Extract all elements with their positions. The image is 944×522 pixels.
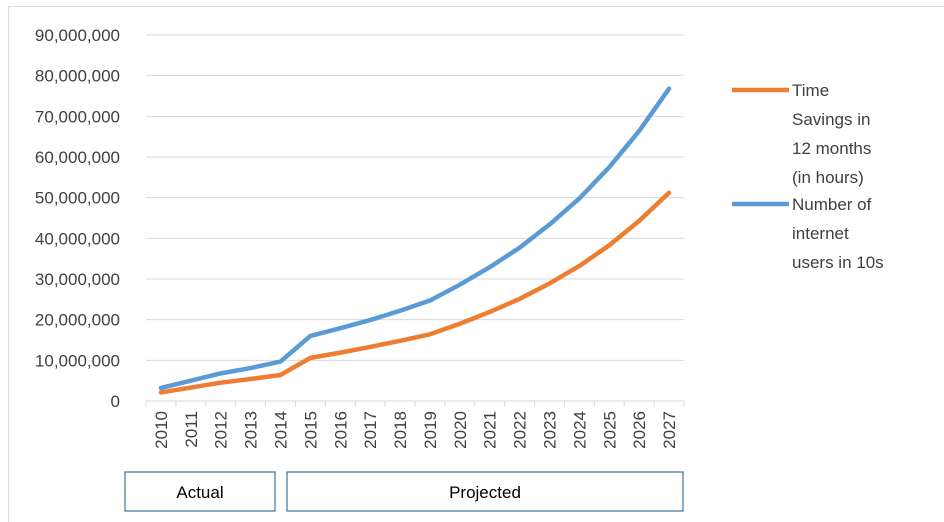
legend-label: 12 months bbox=[792, 139, 871, 158]
y-tick-label: 60,000,000 bbox=[35, 148, 120, 167]
x-tick-label: 2010 bbox=[152, 411, 171, 449]
legend-label: users in 10s bbox=[792, 253, 884, 272]
x-tick-label: 2022 bbox=[511, 411, 530, 449]
y-tick-label: 20,000,000 bbox=[35, 311, 120, 330]
legend-label: (in hours) bbox=[792, 168, 864, 187]
y-tick-label: 80,000,000 bbox=[35, 67, 120, 86]
y-tick-label: 40,000,000 bbox=[35, 229, 120, 248]
legend-label: Number of bbox=[792, 195, 872, 214]
x-tick-label: 2013 bbox=[242, 411, 261, 449]
period-label-actual: Actual bbox=[176, 483, 223, 502]
legend-label: Time bbox=[792, 81, 829, 100]
x-tick-label: 2011 bbox=[182, 411, 201, 448]
x-tick-label: 2021 bbox=[481, 411, 500, 449]
x-axis-tick-labels: 2010 2011 2012 2013 2014 2015 2016 2017 2018 2019… bbox=[152, 411, 679, 449]
y-tick-label: 70,000,000 bbox=[35, 107, 120, 126]
y-axis-tick-labels: 0 10,000,000 20,000,000 30,000,000 40,000,00… bbox=[35, 26, 120, 411]
y-tick-label: 0 bbox=[111, 392, 120, 411]
legend: Time Savings in 12 months (in hours) Number … bbox=[732, 81, 884, 272]
x-tick-label: 2027 bbox=[660, 411, 679, 449]
x-tick-label: 2025 bbox=[600, 411, 619, 449]
x-tick-label: 2012 bbox=[212, 411, 231, 449]
period-box-actual bbox=[124, 471, 276, 512]
x-tick-label: 2026 bbox=[630, 411, 649, 449]
y-tick-label: 90,000,000 bbox=[35, 26, 120, 45]
period-label-projected: Projected bbox=[449, 483, 521, 502]
series-line-1 bbox=[158, 190, 672, 395]
series-line-2 bbox=[158, 86, 672, 391]
x-tick-label: 2016 bbox=[331, 411, 350, 449]
chart-frame bbox=[8, 6, 944, 522]
y-tick-label: 30,000,000 bbox=[35, 270, 120, 289]
legend-label: Savings in bbox=[792, 110, 870, 129]
x-tick-label: 2018 bbox=[391, 411, 410, 449]
x-tick-label: 2023 bbox=[541, 411, 560, 449]
legend-label: internet bbox=[792, 224, 849, 243]
x-tick-label: 2014 bbox=[272, 411, 291, 449]
x-tick-label: 2019 bbox=[421, 411, 440, 449]
period-box-projected bbox=[286, 471, 684, 512]
y-tick-label: 10,000,000 bbox=[35, 351, 120, 370]
period-boxes: Actual Projected bbox=[124, 471, 684, 512]
x-tick-label: 2017 bbox=[361, 411, 380, 449]
y-tick-label: 50,000,000 bbox=[35, 189, 120, 208]
series-lines bbox=[158, 86, 672, 395]
x-tick-label: 2020 bbox=[451, 411, 470, 449]
x-tick-label: 2015 bbox=[301, 411, 320, 449]
x-tick-label: 2024 bbox=[570, 411, 589, 449]
gridlines bbox=[145, 34, 685, 407]
